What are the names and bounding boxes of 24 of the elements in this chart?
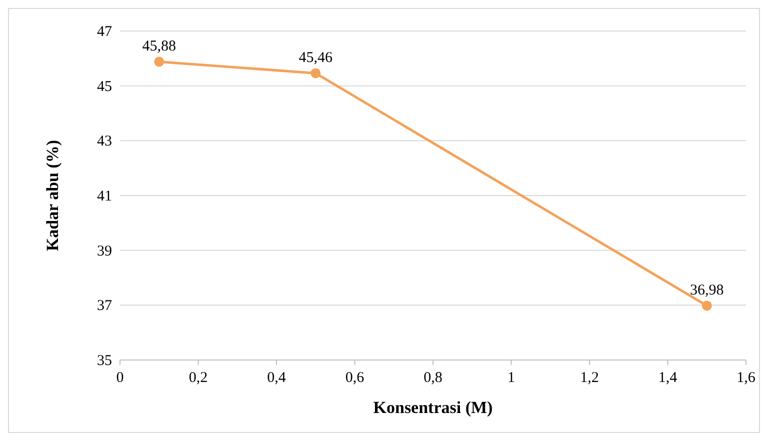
y-tick-label: 37 [97,298,112,314]
x-tick-label: 0,2 [188,370,208,386]
x-tick-label: 1 [508,370,515,386]
y-tick-label: 41 [97,188,112,204]
x-tick-label: 1,2 [580,370,599,386]
x-axis-title: Konsentrasi (M) [373,398,493,417]
y-tick-label: 43 [97,134,112,150]
x-tick-label: 0,8 [424,370,442,386]
point [702,300,712,311]
y-axis-title: Kadar abu (%) [43,140,62,252]
y-tick-label: 47 [97,24,112,40]
point [310,68,321,78]
data-label: 36,98 [690,282,724,299]
y-tick-label: 39 [97,243,112,260]
point [154,56,164,67]
x-tick-label: 0 [116,370,124,386]
x-tick-label: 1,6 [736,370,756,386]
x-tick-label: 0,4 [267,370,286,386]
data-label: 45,46 [298,50,333,66]
data-label: 45,88 [142,38,176,55]
y-tick-label: 35 [97,353,112,369]
x-tick-label: 0,6 [345,370,365,386]
x-tick-label: 1,4 [658,370,678,386]
y-tick-label: 45 [97,78,112,95]
